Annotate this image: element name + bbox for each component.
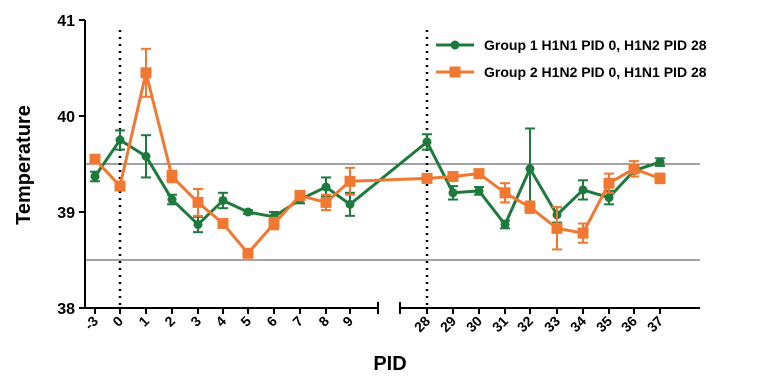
data-point bbox=[422, 137, 432, 147]
legend-label: Group 2 H1N2 PID 0, H1N1 PID 28 bbox=[484, 64, 707, 80]
data-point bbox=[447, 170, 459, 182]
y-tick-label: 39 bbox=[57, 205, 75, 222]
x-tick-label: 1 bbox=[135, 313, 152, 330]
x-tick-label: 2 bbox=[161, 313, 178, 330]
x-tick-label: 5 bbox=[237, 313, 254, 330]
data-point bbox=[114, 180, 126, 192]
data-point bbox=[115, 135, 125, 145]
legend-marker bbox=[449, 66, 461, 78]
x-tick-label: 4 bbox=[212, 313, 229, 330]
series-line bbox=[93, 72, 661, 256]
legend-marker bbox=[450, 40, 460, 50]
x-tick-label: 34 bbox=[567, 313, 589, 335]
data-point bbox=[578, 185, 588, 195]
x-tick-label: 8 bbox=[315, 313, 332, 330]
data-point bbox=[217, 218, 229, 230]
data-point bbox=[344, 175, 356, 187]
data-point bbox=[551, 222, 563, 234]
legend: Group 1 H1N1 PID 0, H1N2 PID 28 Group 2 H… bbox=[436, 37, 707, 80]
x-tick-label: 28 bbox=[411, 313, 433, 335]
data-point bbox=[448, 188, 458, 198]
x-tick-label: 31 bbox=[489, 313, 511, 335]
legend-label: Group 1 H1N1 PID 0, H1N2 PID 28 bbox=[484, 37, 707, 53]
x-tick-label: 9 bbox=[339, 313, 356, 330]
x-tick-label: 0 bbox=[109, 313, 126, 330]
data-point bbox=[193, 219, 203, 229]
data-point bbox=[500, 219, 510, 229]
series-layer bbox=[89, 47, 666, 259]
y-tick-label: 38 bbox=[57, 301, 75, 318]
data-point bbox=[474, 186, 484, 196]
reference-lines bbox=[85, 30, 700, 308]
data-point bbox=[90, 171, 100, 181]
x-axis-title: PID bbox=[373, 353, 406, 375]
data-point bbox=[345, 199, 355, 209]
data-point bbox=[140, 67, 152, 79]
x-tick-label: 32 bbox=[514, 313, 536, 335]
y-axis-title: Temperature bbox=[13, 105, 35, 225]
data-point bbox=[499, 187, 511, 199]
x-tick-label: 37 bbox=[644, 313, 666, 335]
y-tick-label: 40 bbox=[57, 109, 75, 126]
x-tick-label: -3 bbox=[81, 313, 101, 333]
data-point bbox=[628, 163, 640, 175]
data-point bbox=[268, 218, 280, 230]
data-point bbox=[473, 168, 485, 180]
data-point bbox=[654, 172, 666, 184]
data-point bbox=[577, 227, 589, 239]
data-point bbox=[421, 172, 433, 184]
x-tick-label: 35 bbox=[593, 313, 615, 335]
data-point bbox=[192, 196, 204, 208]
data-point bbox=[167, 195, 177, 205]
series-2 bbox=[89, 47, 666, 259]
data-point bbox=[218, 195, 228, 205]
data-point bbox=[320, 196, 332, 208]
data-point bbox=[141, 151, 151, 161]
data-point bbox=[525, 164, 535, 174]
x-tick-label: 29 bbox=[437, 313, 459, 335]
data-point bbox=[89, 153, 101, 165]
x-tick-label: 7 bbox=[289, 313, 306, 330]
x-tick-label: 3 bbox=[187, 313, 204, 330]
data-point bbox=[603, 177, 615, 189]
x-tick-label: 30 bbox=[463, 313, 485, 335]
data-point bbox=[604, 193, 614, 203]
data-point bbox=[166, 170, 178, 182]
data-point bbox=[243, 207, 253, 217]
y-tick-label: 41 bbox=[57, 13, 75, 30]
data-point bbox=[321, 182, 331, 192]
data-point bbox=[294, 190, 306, 202]
data-point bbox=[524, 201, 536, 213]
x-tick-label: 6 bbox=[263, 313, 280, 330]
x-tick-label: 36 bbox=[618, 313, 640, 335]
data-point bbox=[655, 157, 665, 167]
x-tick-label: 33 bbox=[541, 313, 563, 335]
data-point bbox=[242, 247, 254, 259]
